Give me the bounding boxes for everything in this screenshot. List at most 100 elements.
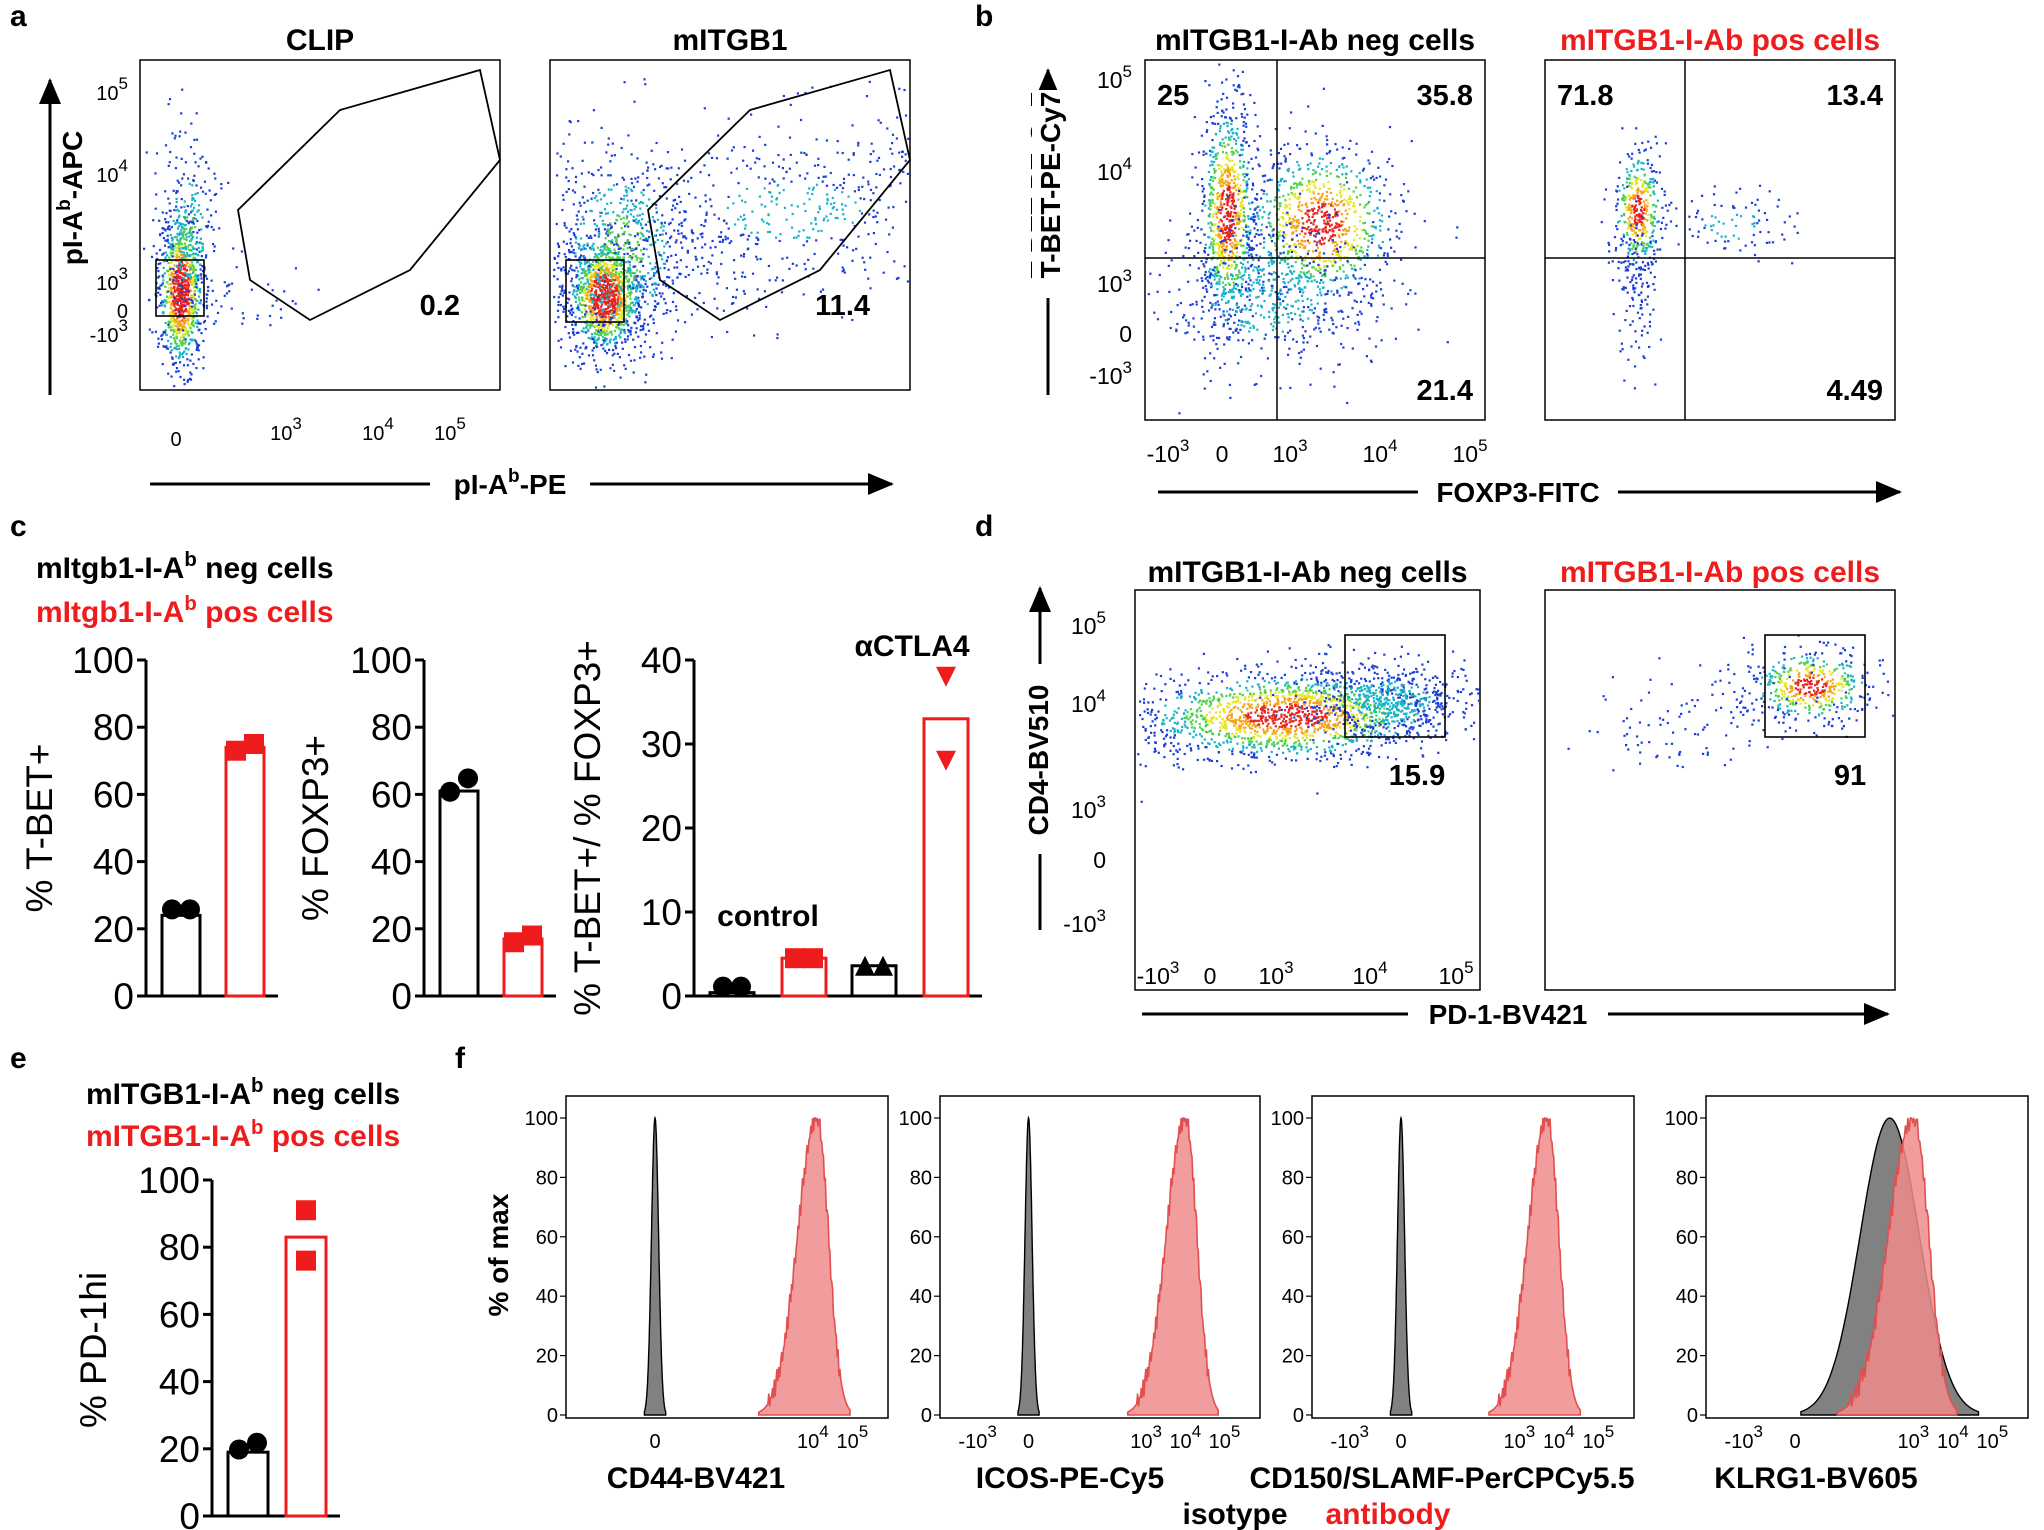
f-1-ytick-3: 60: [910, 1227, 932, 1249]
bar-e-ytick-0: 0: [179, 1496, 200, 1530]
d-gate-1: [1764, 634, 1866, 738]
d-gate-0: [1344, 634, 1446, 738]
f-2-xtick-0: -103: [1331, 1422, 1369, 1453]
f-1-xtick-3: 104: [1169, 1422, 1201, 1453]
a-gate-value-0: 0.2: [420, 290, 460, 322]
f-2-xtick-4: 105: [1582, 1422, 1614, 1453]
bar-c3-ytick-4: 40: [641, 640, 682, 681]
f-hist-3: 0 20 40 60 80 100 -103 0 103 104 105: [1665, 1095, 2029, 1453]
bar-c2-ytick-0: 0: [391, 976, 412, 1017]
f-3-xtick-3: 104: [1937, 1422, 1969, 1453]
bar-c1-0-point-1: [180, 899, 200, 920]
f-hist-2: 0 20 40 60 80 100 -103 0 103 104 105: [1271, 1095, 1635, 1453]
f-1-ytick-4: 80: [910, 1167, 932, 1189]
b-ylabel-2: T-BET-PE-Cy7: [1035, 92, 1066, 279]
f-2-xtick-1: 0: [1395, 1431, 1406, 1453]
a-frame-0: [139, 59, 501, 391]
bar-c1-0-point-0: [162, 899, 182, 920]
f-marker-0: CD44-BV421: [607, 1462, 785, 1495]
b-q-ul-0: 25: [1157, 80, 1189, 112]
b-xlabel: FOXP3-FITC: [1436, 477, 1599, 508]
c2-ylabel: % FOXP3+: [295, 735, 336, 921]
f-1-ytick-5: 100: [899, 1108, 932, 1130]
d-gate-value-1: 91: [1834, 760, 1866, 792]
bar-chart-c3: 0 10 20 30 40: [641, 640, 982, 1017]
a-pos-gate-1: [647, 68, 911, 322]
bar-c3-1-point-0: [785, 948, 805, 969]
a-ytick-1: 104: [96, 156, 128, 187]
bar-e-1-point-0: [296, 1200, 316, 1221]
bar-c3-1-point-1: [803, 948, 823, 969]
b-ytick-4: -103: [1089, 358, 1132, 389]
f-2-xtick-3: 104: [1543, 1422, 1575, 1453]
bar-c3-0-point-1: [731, 976, 751, 997]
b-q-ur-1: 13.4: [1827, 80, 1883, 112]
f-2-ytick-0: 0: [1293, 1405, 1304, 1427]
b-ytick-2: 103: [1097, 266, 1132, 297]
b-title-1: mITGB1-I-Ab pos cells: [1560, 24, 1880, 57]
f-legend-isotype: isotype: [1182, 1498, 1287, 1530]
b-xtick-1: 0: [1216, 441, 1229, 467]
d-title-0: mITGB1-I-Ab neg cells: [1147, 556, 1467, 589]
c-legend-neg: mItgb1-I-Ab neg cells: [36, 549, 334, 585]
f-0-ytick-1: 20: [536, 1346, 558, 1368]
d-xtick-4: 105: [1438, 958, 1473, 989]
b-ytick-1: 104: [1097, 154, 1132, 185]
b-q-ul-1: 71.8: [1557, 80, 1613, 112]
a-ytick-0: 105: [96, 74, 128, 105]
a-xtick-r1: 104: [362, 414, 394, 445]
f-3-ytick-2: 40: [1676, 1286, 1698, 1308]
panel-letter-a: a: [10, 0, 27, 33]
d-cloud-1: [1567, 634, 1895, 772]
a-cloud-1: [553, 78, 910, 389]
b-cloud-0: [1147, 63, 1459, 415]
f-2-ytick-3: 60: [1282, 1227, 1304, 1249]
bar-c3-ytick-0: 0: [661, 976, 682, 1017]
f-1-ytick-1: 20: [910, 1346, 932, 1368]
bar-c3-ytick-1: 10: [641, 892, 682, 933]
a-neg-gate-1: [565, 259, 625, 323]
bar-c2-0-point-1: [458, 768, 478, 789]
bar-e-0-point-0: [229, 1439, 249, 1460]
a-title-0: CLIP: [286, 24, 354, 57]
bar-c3-3-point-1: [936, 750, 956, 771]
f-1-xtick-2: 103: [1130, 1422, 1162, 1453]
d-plot-1: [1544, 589, 1896, 991]
f-3-ytick-4: 80: [1676, 1167, 1698, 1189]
f-3-ytick-5: 100: [1665, 1108, 1698, 1130]
bar-c3-2-point-1: [873, 955, 893, 976]
bar-c1-ytick-1: 20: [93, 909, 134, 950]
b-xtick-4: 105: [1452, 436, 1487, 467]
bar-e-ytick-3: 60: [159, 1294, 200, 1335]
bar-chart-c2: 0 20 40 60 80 100: [350, 640, 556, 1017]
f-1-xtick-4: 105: [1209, 1422, 1241, 1453]
b-q-lr-0: 21.4: [1417, 375, 1473, 407]
bar-c2-0-point-0: [440, 781, 460, 802]
d-title-1: mITGB1-I-Ab pos cells: [1560, 556, 1880, 589]
f-antibody-0: [757, 1117, 851, 1416]
b-plot-0: [1144, 59, 1486, 421]
bar-c3-ytick-3: 30: [641, 724, 682, 765]
f-antibody-2: [1488, 1117, 1581, 1416]
bar-c3-3-point-0: [936, 666, 956, 687]
f-0-ytick-0: 0: [547, 1405, 558, 1427]
c3-ylabel: % T-BET+/ % FOXP3+: [567, 640, 608, 1016]
d-ytick-3: 0: [1093, 847, 1106, 873]
bar-e-0-point-1: [247, 1432, 267, 1453]
bar-c2-ytick-2: 40: [371, 842, 412, 883]
a-title-1: mITGB1: [672, 24, 787, 57]
f-0-ytick-2: 40: [536, 1286, 558, 1308]
d-ytick-0: 105: [1071, 608, 1106, 639]
bar-c1-ytick-3: 60: [93, 774, 134, 815]
bar-e-ytick-4: 80: [159, 1227, 200, 1268]
f-3-xtick-2: 103: [1898, 1422, 1930, 1453]
panel-letter-f: f: [455, 1042, 466, 1075]
b-q-lr-1: 4.49: [1827, 375, 1883, 407]
c1-ylabel: % T-BET+: [19, 744, 60, 913]
f-isotype-2: [1389, 1115, 1413, 1416]
a-xtick-r2: 105: [434, 414, 466, 445]
a-frame-1: [549, 59, 911, 391]
bar-c2-1-point-0: [504, 932, 524, 953]
panel-letter-d: d: [975, 510, 993, 543]
bar-e-ytick-5: 100: [138, 1160, 200, 1201]
